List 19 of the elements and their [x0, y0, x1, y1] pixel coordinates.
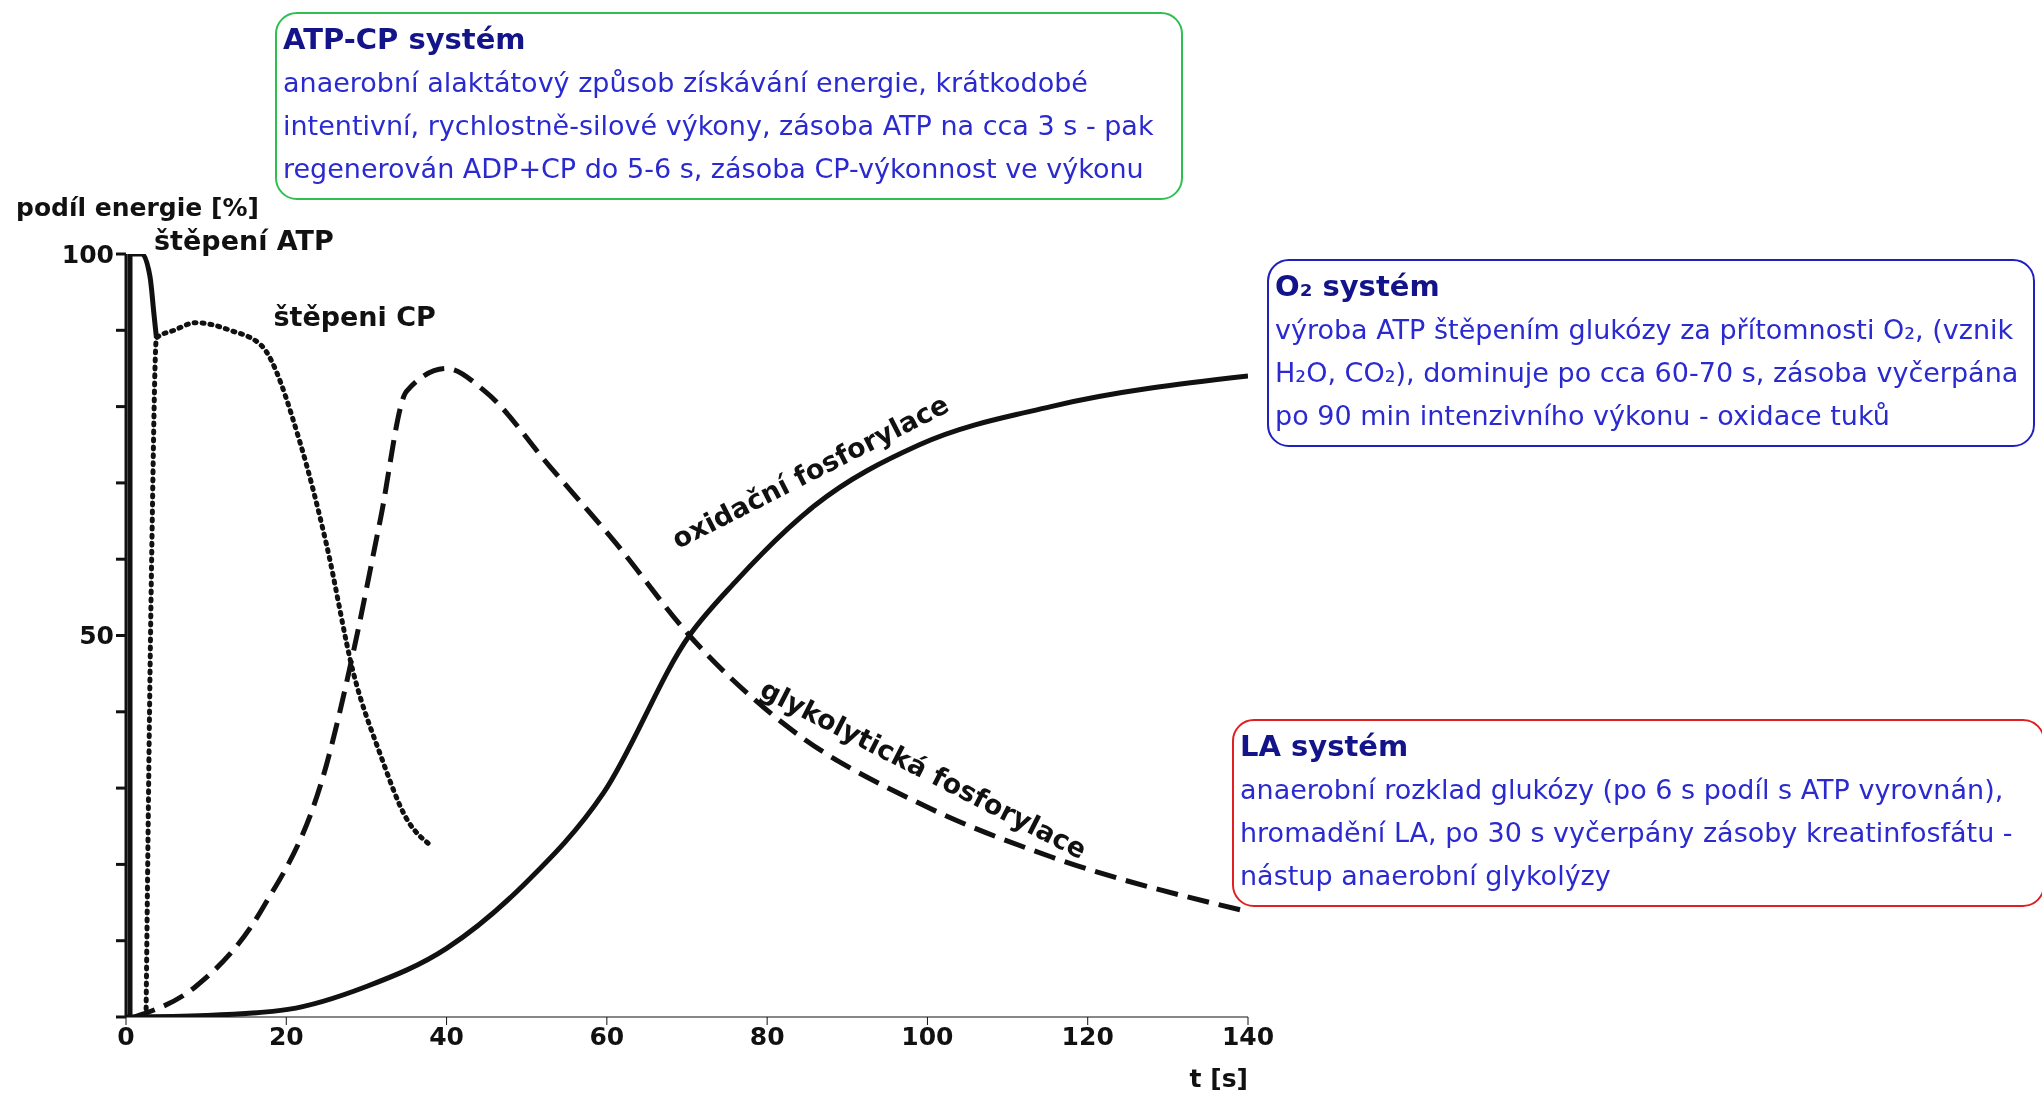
x-tick-label: 120: [1061, 1021, 1114, 1051]
x-tick-label: 140: [1221, 1021, 1275, 1051]
annotation: LA systém: [1240, 728, 1410, 765]
series-label: štěpeni CP: [273, 300, 436, 332]
y-tick-label: 50: [79, 621, 114, 651]
x-tick-label: 20: [268, 1021, 304, 1051]
text: výroba ATP štěpením glukózy za přítomnosti O₂, (vznik H₂O, CO₂), dominuje po cca 60-70 s, zásoba vyčerpána po 90 min intenzivního výkonu - oxidace tuků: [1275, 313, 2020, 433]
x-tick-label: 100: [901, 1021, 954, 1051]
text: O₂ systém: [1275, 268, 1441, 305]
x-tick-label: 60: [589, 1021, 625, 1051]
x-tick-label: 80: [749, 1021, 785, 1051]
series-label: štěpení ATP: [154, 225, 334, 256]
text: ATP-CP systém: [283, 21, 527, 58]
text: anaerobní alaktátový způsob získávání energie, krátkodobé intentivní, rychlostně-silové výkony, zásoba ATP na cca 3 s - pak regenerován ADP+CP do 5-6 s, zásoba CP-výkonnost ve výkonu: [283, 66, 1155, 186]
x-axis-title: t [s]: [1189, 1064, 1248, 1093]
annotation: anaerobní rozklad glukózy (po 6 s podíl s ATP vyrovnán), hromadění LA, po 30 s vyčerpány zásoby kreatinfosfátu - nástup anaerobní glykolýzy: [1240, 773, 2014, 893]
x-tick-label: 0: [117, 1021, 135, 1051]
y-axis-title: podíl energie [%]: [16, 193, 259, 222]
x-tick-label: 40: [429, 1021, 464, 1051]
